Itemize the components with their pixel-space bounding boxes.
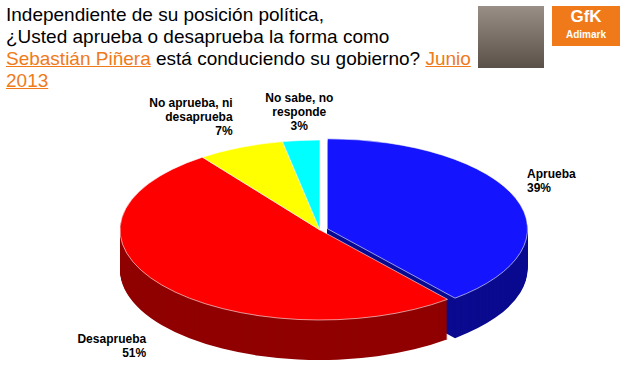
svg-text:Aprueba39%: Aprueba39% [527, 167, 576, 195]
svg-text:Desaprueba51%: Desaprueba51% [77, 332, 146, 360]
html-text:Independiente de su posición p: Independiente de su posición política, [6, 4, 324, 25]
svg-text:No aprueba, nidesaprueba7%: No aprueba, nidesaprueba7% [149, 96, 233, 138]
html-text:Sebastián Piñera está conducie: Sebastián Piñera está conduciendo su gob… [6, 48, 471, 91]
html-text:GfK: GfK [570, 7, 602, 26]
svg-text:No sabe, noresponde3%: No sabe, noresponde3% [265, 91, 333, 133]
html-text:¿Usted aprueba o desaprueba la: ¿Usted aprueba o desaprueba la forma com… [6, 26, 390, 47]
html-text:Adimark: Adimark [566, 29, 606, 40]
